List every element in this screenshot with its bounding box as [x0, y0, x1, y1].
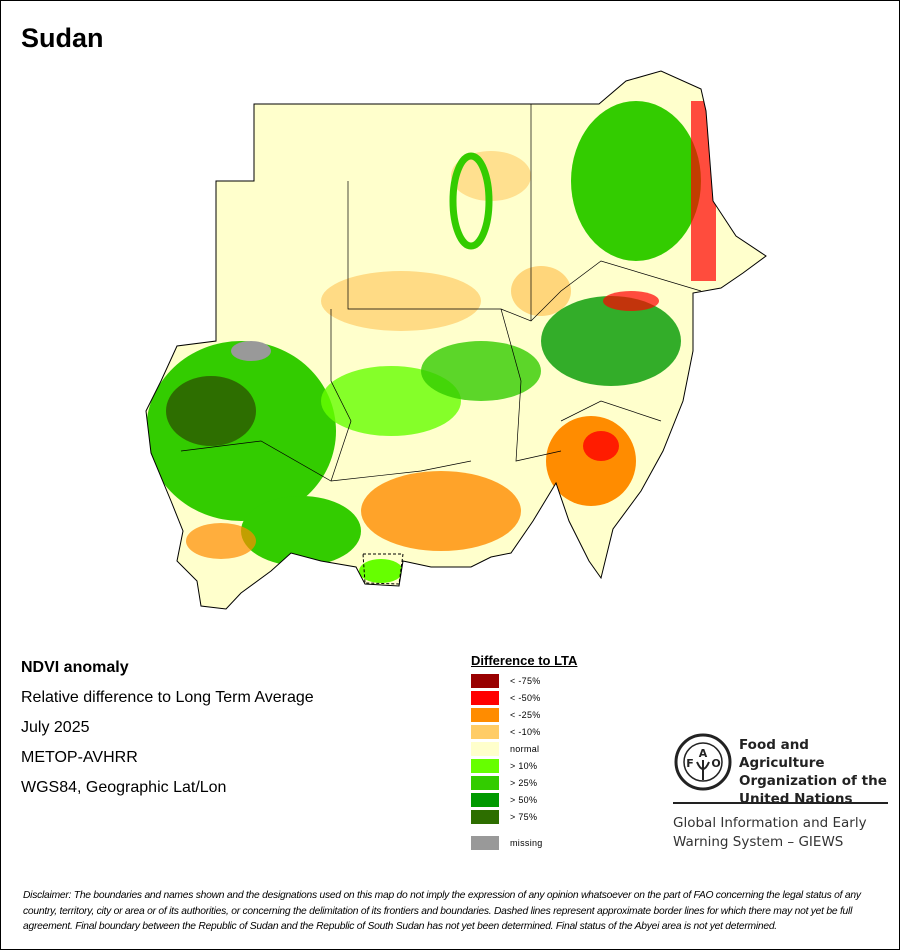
abyei-dashed-border: [362, 553, 404, 585]
ndvi-anomaly-map: [145, 70, 767, 610]
legend-item: > 10%: [471, 759, 537, 773]
legend-swatch: [471, 691, 499, 705]
legend-item: > 50%: [471, 793, 537, 807]
anomaly-patch: [186, 523, 256, 559]
legend-label: < -25%: [510, 710, 541, 720]
legend-swatch: [471, 742, 499, 756]
anomaly-patch: [541, 296, 681, 386]
svg-text:O: O: [711, 757, 720, 770]
anomaly-patch: [241, 496, 361, 566]
org-line: United Nations: [739, 791, 853, 807]
anomaly-patch: [511, 266, 571, 316]
legend-item: > 75%: [471, 810, 537, 824]
anomaly-patch: [451, 151, 531, 201]
legend-label: > 25%: [510, 778, 538, 788]
anomaly-patch: [603, 291, 659, 311]
anomaly-patch: [321, 271, 481, 331]
legend-label: > 50%: [510, 795, 538, 805]
state-borders: [180, 104, 702, 482]
legend-label: normal: [510, 744, 540, 754]
disclaimer: Disclaimer: The boundaries and names sho…: [23, 890, 861, 932]
legend-item: normal: [471, 742, 539, 756]
legend-swatch: [471, 793, 499, 807]
legend-item: < -10%: [471, 725, 541, 739]
missing-patch: [231, 341, 271, 361]
legend-swatch: [471, 725, 499, 739]
anomaly-patch: [449, 152, 493, 250]
anomaly-patch: [361, 471, 521, 551]
svg-text:F: F: [686, 757, 694, 770]
legend-label: > 10%: [510, 761, 538, 771]
giews-line: Warning System – GIEWS: [673, 834, 844, 850]
org-line: Food and Agriculture: [739, 737, 825, 771]
legend-item: < -25%: [471, 708, 541, 722]
product-name: NDVI anomaly: [21, 659, 129, 676]
giews-name: Global Information and Early Warning Sys…: [673, 814, 867, 852]
anomaly-layer: [146, 101, 716, 583]
map-title: Sudan: [21, 23, 104, 53]
legend-item: missing: [471, 836, 543, 850]
anomaly-patch: [359, 559, 403, 583]
anomaly-patch: [166, 376, 256, 446]
period: July 2025: [21, 719, 90, 736]
svg-text:A: A: [699, 747, 708, 760]
giews-line: Global Information and Early: [673, 815, 867, 831]
legend-item: > 25%: [471, 776, 537, 790]
legend-item: < -50%: [471, 691, 541, 705]
legend-swatch: [471, 776, 499, 790]
legend-swatch: [471, 836, 499, 850]
fao-logo-icon: A F O: [674, 733, 732, 791]
product-description: Relative difference to Long Term Average: [21, 689, 314, 706]
projection: WGS84, Geographic Lat/Lon: [21, 779, 227, 796]
logo-divider: [673, 802, 888, 804]
fao-organization-name: Food and Agriculture Organization of the…: [739, 736, 899, 808]
legend-label: < -10%: [510, 727, 541, 737]
legend-swatch: [471, 708, 499, 722]
org-line: Organization of the: [739, 773, 887, 789]
anomaly-patch: [583, 431, 619, 461]
anomaly-patch: [571, 101, 701, 261]
sensor: METOP-AVHRR: [21, 749, 138, 766]
legend-label: missing: [510, 838, 543, 848]
legend-label: > 75%: [510, 812, 538, 822]
legend-item: < -75%: [471, 674, 541, 688]
anomaly-patch: [421, 341, 541, 401]
legend-swatch: [471, 674, 499, 688]
legend-title: Difference to LTA: [471, 653, 578, 668]
legend-swatch: [471, 759, 499, 773]
legend-swatch: [471, 810, 499, 824]
legend-label: < -75%: [510, 676, 541, 686]
legend-label: < -50%: [510, 693, 541, 703]
anomaly-patch: [321, 366, 461, 436]
